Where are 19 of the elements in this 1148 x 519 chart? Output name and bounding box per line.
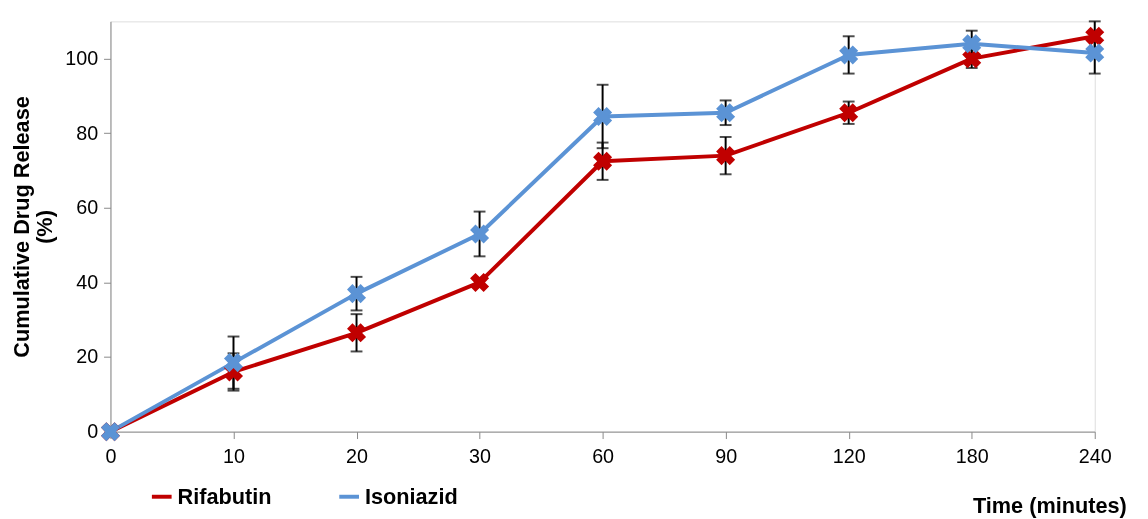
x-tick-label: 90 <box>715 444 738 467</box>
y-tick-label: 0 <box>87 420 99 443</box>
legend-label: Rifabutin <box>177 483 272 509</box>
x-tick-label: 180 <box>955 444 989 467</box>
y-tick-label: 60 <box>76 196 99 219</box>
y-tick-label: 100 <box>65 47 99 70</box>
x-tick-label: 10 <box>223 444 245 467</box>
x-axis-title: Time (minutes) <box>972 493 1127 519</box>
legend-label: Isoniazid <box>364 483 458 509</box>
x-tick-label: 240 <box>1078 444 1112 467</box>
x-tick-label: 120 <box>832 444 866 467</box>
y-axis-title: Cumulative Drug Release (%) <box>8 96 58 358</box>
x-tick-label: 0 <box>105 444 117 467</box>
y-tick-label: 80 <box>76 121 99 144</box>
x-tick-label: 20 <box>346 444 369 467</box>
x-tick-label: 30 <box>469 444 492 467</box>
x-tick-label: 60 <box>592 444 615 467</box>
y-tick-label: 20 <box>76 345 99 368</box>
y-tick-label: 40 <box>76 270 99 293</box>
